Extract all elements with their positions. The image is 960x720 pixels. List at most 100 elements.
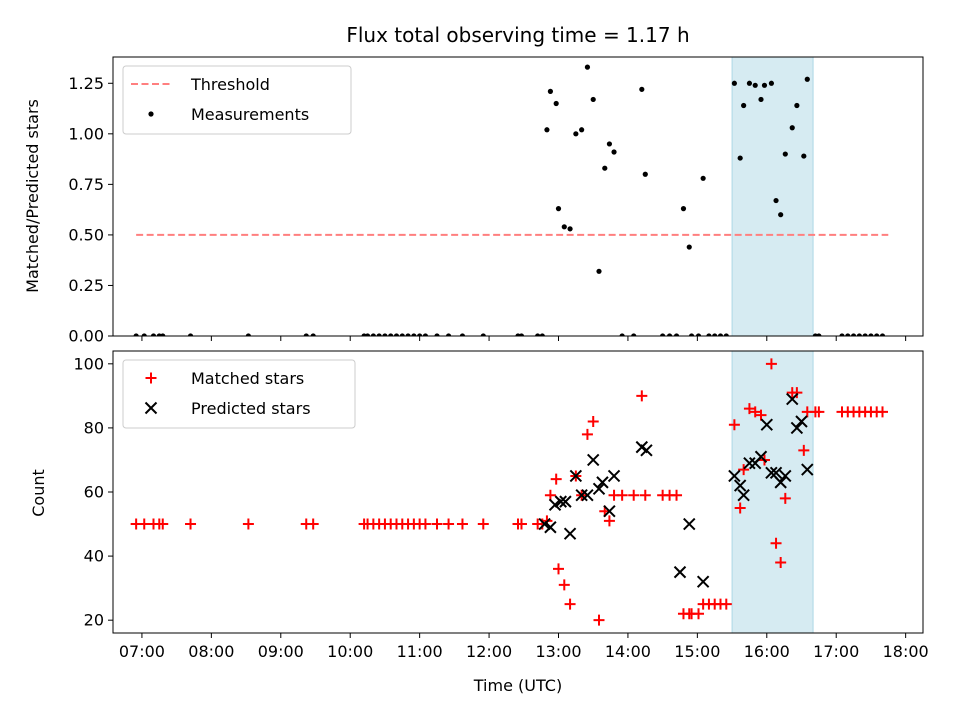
measurement-point xyxy=(773,197,779,204)
predicted-star-point xyxy=(696,575,710,588)
measurement-point xyxy=(584,64,591,70)
measurement-point xyxy=(752,82,758,88)
predicted-star-point xyxy=(760,418,773,431)
measurement-point xyxy=(761,82,768,88)
measurement-point xyxy=(535,333,541,336)
matched-star-point xyxy=(603,515,615,527)
chart-title: Flux total observing time = 1.17 h xyxy=(346,23,689,47)
predicted-star-point xyxy=(673,565,687,579)
bottom-y-tick-label: 40 xyxy=(84,547,104,566)
bottom-plot-area xyxy=(130,358,888,626)
measurement-point xyxy=(611,149,617,155)
measurement-point xyxy=(804,76,810,82)
x-tick-label: 08:00 xyxy=(188,642,234,661)
top-plot-area xyxy=(133,64,889,336)
x-tick-label: 15:00 xyxy=(674,642,720,661)
measurement-point xyxy=(686,244,692,250)
measurement-point xyxy=(602,165,608,171)
matched-star-point xyxy=(157,518,169,530)
measurement-point xyxy=(816,333,822,336)
measurement-point xyxy=(789,125,795,131)
bottom-y-tick-label: 100 xyxy=(73,354,104,373)
predicted-star-point xyxy=(737,488,750,502)
predicted-star-point xyxy=(640,444,653,457)
matched-star-point xyxy=(443,518,455,530)
legend-label: Predicted stars xyxy=(191,399,311,418)
measurement-point xyxy=(310,333,316,336)
matched-star-point xyxy=(558,579,570,591)
measurement-point xyxy=(480,333,486,336)
measurement-point xyxy=(579,127,585,133)
measurement-point xyxy=(778,212,784,218)
top-y-tick-label: 0.00 xyxy=(68,327,104,346)
measurement-point xyxy=(561,224,567,230)
measurement-point xyxy=(539,333,545,336)
measurement-point xyxy=(405,333,411,336)
matched-star-point xyxy=(515,518,527,530)
matched-star-point xyxy=(138,518,150,530)
measurement-point xyxy=(399,333,405,336)
measurement-point xyxy=(555,206,562,212)
measurement-point xyxy=(364,333,371,336)
top-legend-box xyxy=(122,65,352,135)
matched-star-point xyxy=(616,489,628,501)
measurement-point xyxy=(723,333,729,336)
x-tick-label: 12:00 xyxy=(466,642,512,661)
bottom-y-tick-label: 60 xyxy=(84,483,104,502)
matched-star-point xyxy=(743,403,755,415)
legend-predicted-swatch xyxy=(144,401,158,415)
x-tick-label: 13:00 xyxy=(535,642,581,661)
matched-star-point xyxy=(419,518,431,530)
measurement-point xyxy=(688,333,695,336)
predicted-star-point xyxy=(743,456,756,470)
measurement-point xyxy=(862,333,868,336)
predicted-star-point xyxy=(765,466,778,479)
predicted-star-point xyxy=(607,469,621,483)
measurement-point xyxy=(553,100,559,107)
predicted-star-point xyxy=(683,517,696,531)
predicted-star-point xyxy=(596,476,609,489)
measurement-point xyxy=(544,127,550,133)
series-predicted-stars xyxy=(538,392,814,588)
top-y-tick-label: 0.50 xyxy=(68,225,104,244)
series-matched-stars xyxy=(130,358,888,626)
x-tick-label: 18:00 xyxy=(883,642,929,661)
measurement-point xyxy=(839,333,845,336)
predicted-star-point xyxy=(581,488,594,502)
measurement-point xyxy=(794,102,800,109)
measurement-point xyxy=(141,333,147,336)
matched-star-point xyxy=(798,444,810,456)
measurement-point xyxy=(417,333,423,336)
measurement-point xyxy=(187,333,194,336)
predicted-star-point xyxy=(786,392,799,406)
measurement-point xyxy=(445,333,452,336)
matched-star-point xyxy=(185,518,197,530)
matched-star-point xyxy=(791,387,803,399)
measurement-point xyxy=(680,206,687,212)
top-y-tick-label: 1.25 xyxy=(68,74,104,93)
measurement-point xyxy=(590,96,596,103)
bottom-legend-box xyxy=(122,359,356,429)
measurement-point xyxy=(801,153,807,159)
matched-star-point xyxy=(636,390,648,402)
predicted-star-point xyxy=(728,469,741,483)
measurement-point xyxy=(619,333,625,336)
legend-label: Measurements xyxy=(191,105,309,124)
measurement-point xyxy=(695,333,702,336)
series-measurements xyxy=(133,64,886,336)
measurement-point xyxy=(856,333,862,336)
measurement-point xyxy=(706,333,712,336)
predicted-star-point xyxy=(774,476,787,489)
measurement-point xyxy=(382,333,388,336)
bottom-legend: Matched stars Predicted stars xyxy=(122,359,356,429)
predicted-star-point xyxy=(544,521,557,534)
predicted-star-point xyxy=(548,498,562,512)
measurement-point xyxy=(422,333,429,336)
measurement-point xyxy=(712,333,718,336)
measurement-point xyxy=(150,333,157,336)
measurement-point xyxy=(642,171,648,177)
matched-star-point xyxy=(877,406,888,418)
x-tick-label: 10:00 xyxy=(327,642,373,661)
predicted-star-point xyxy=(603,505,616,518)
